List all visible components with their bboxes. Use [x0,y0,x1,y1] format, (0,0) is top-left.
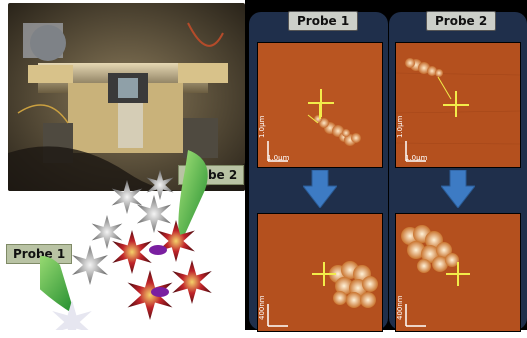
scale-label-top-left-vertical: 1.0μm [258,115,266,138]
afm-image-probe-2-after [395,213,521,332]
afm-image-probe-2-before-drawing [396,43,520,167]
afm-image-probe-2-before [395,42,521,168]
molecule-illustration [30,150,245,338]
down-arrow-right-shape [439,169,477,209]
afm-image-probe-1-after [257,213,383,332]
afm-image-probe-1-before-drawing [258,43,382,167]
scale-label-top-right-vertical: 1.0μm [396,115,404,138]
molecule-illustration-drawing [30,150,212,338]
afm-image-probe-1-after-drawing [258,214,382,331]
down-arrow-icon-left [301,169,339,213]
column-header-probe-2: Probe 2 [426,11,497,31]
scale-label-top-left-horizontal: 1.0μm [267,154,290,162]
afm-image-probe-2-after-drawing [396,214,520,331]
scale-label-bottom-left-vertical: 400nm [258,295,266,320]
probe-1-label: Probe 1 [6,244,73,264]
instrument-photo-drawing [8,3,245,191]
afm-image-probe-1-before [257,42,383,168]
down-arrow-left-shape [301,169,339,209]
scale-label-top-right-horizontal: 1.0μm [405,154,428,162]
instrument-photo [8,3,245,191]
column-header-probe-1: Probe 1 [288,11,359,31]
scale-label-bottom-right-vertical: 400nm [396,295,404,320]
down-arrow-icon-right [439,169,477,213]
